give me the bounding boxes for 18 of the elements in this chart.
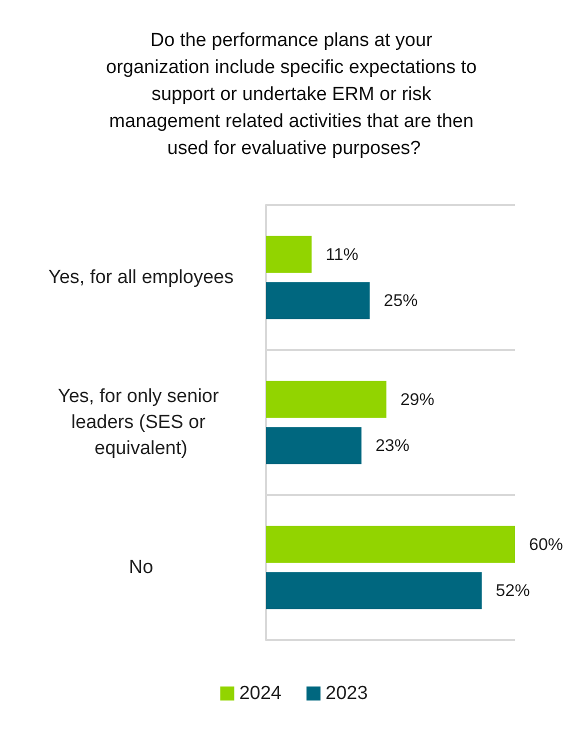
bar <box>266 526 515 563</box>
data-label: 11% <box>326 244 358 264</box>
data-label: 29% <box>400 390 434 409</box>
chart-title: Do the performance plans at your organization include specific expectations to support or undertake ERM or risk management related activities that are then used for evaluative purposes? <box>106 30 482 159</box>
legend-label: 2023 <box>326 683 368 704</box>
data-label: 60% <box>529 534 564 554</box>
bar <box>266 427 362 464</box>
data-label: 52% <box>496 581 530 600</box>
bar <box>266 572 482 610</box>
bar <box>266 236 312 273</box>
legend-label: 2024 <box>239 683 282 704</box>
data-label: 25% <box>384 291 418 310</box>
bar <box>266 380 386 418</box>
bar <box>266 282 370 320</box>
y-tick-label: Yes, for only senior leaders (SES or equivalent) <box>58 386 224 459</box>
y-tick-label: No <box>128 557 154 578</box>
data-label: 23% <box>375 436 410 456</box>
y-tick-label: Yes, for all employees <box>48 267 234 288</box>
